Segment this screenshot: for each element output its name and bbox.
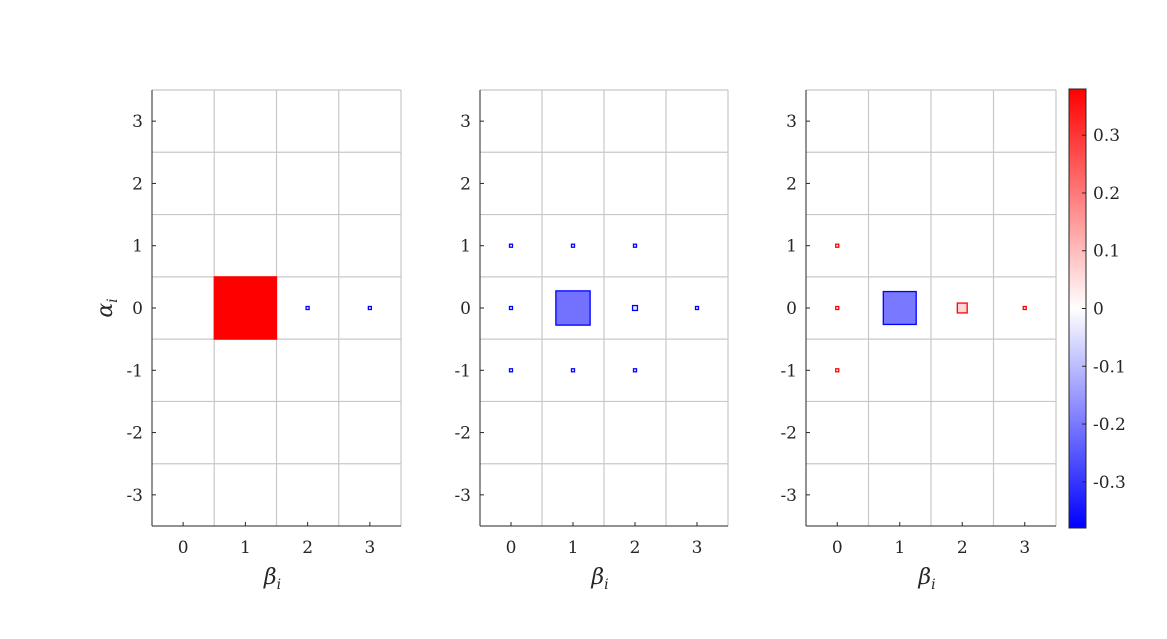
data-square — [570, 368, 576, 373]
y-tick-label: 2 — [786, 174, 797, 194]
grid-lines — [480, 90, 728, 526]
colorbar-tick-label: 0.2 — [1093, 184, 1120, 204]
y-tick-label: 3 — [460, 112, 471, 132]
y-tick-label: 0 — [460, 299, 471, 319]
panel-2: 0 1 2 3 3 2 1 0 -1 -2 -3 βi — [454, 89, 729, 593]
colorbar-tick-label: -0.2 — [1093, 415, 1126, 435]
y-tick-label: -1 — [454, 361, 471, 381]
y-axis-label: αi — [93, 298, 121, 317]
x-tick-label: 0 — [506, 538, 517, 558]
colorbar: 0.3 0.2 0.1 0 -0.1 -0.2 -0.3 — [1068, 88, 1126, 529]
x-tick-label: 1 — [240, 538, 251, 558]
grid-lines — [806, 90, 1056, 526]
colorbar-tick-label: 0 — [1093, 300, 1104, 320]
y-tick-label: -3 — [126, 486, 143, 506]
y-tick-label: 0 — [132, 299, 143, 319]
y-tick-label: -2 — [454, 424, 471, 444]
data-square — [632, 243, 638, 248]
x-tick-label: 0 — [178, 538, 189, 558]
data-square — [555, 290, 591, 326]
data-square — [213, 276, 278, 340]
x-tick-label: 3 — [364, 538, 375, 558]
y-tick-label: -3 — [454, 486, 471, 506]
data-square — [835, 305, 840, 311]
x-tick-label: 1 — [894, 538, 905, 558]
data-square — [631, 304, 639, 312]
y-tick-label: -2 — [126, 424, 143, 444]
data-square — [570, 243, 576, 248]
panels: 0 1 2 3 3 2 1 0 -1 -2 -3 βi αi 0 1 2 3 3 2 1 0 -1 -2 -3 βi 0 1 2 3 3 2… — [93, 89, 1057, 593]
panel-3: 0 1 2 3 3 2 1 0 -1 -2 -3 βi — [780, 89, 1057, 593]
y-tick-label: -1 — [780, 361, 797, 381]
y-tick-label: -3 — [780, 486, 797, 506]
y-tick-label: -1 — [126, 361, 143, 381]
x-tick-label: 0 — [832, 538, 843, 558]
data-square — [305, 305, 310, 311]
x-tick-label: 3 — [1019, 538, 1030, 558]
data-square — [882, 290, 917, 326]
x-tick-label: 1 — [568, 538, 579, 558]
data-square — [367, 305, 373, 311]
data-square — [508, 368, 514, 373]
data-square — [956, 302, 968, 314]
data-square — [1022, 305, 1027, 311]
panel-1: 0 1 2 3 3 2 1 0 -1 -2 -3 βi αi — [93, 89, 402, 593]
colorbar-tick-label: 0.3 — [1093, 126, 1120, 146]
data-square — [508, 243, 514, 248]
data-square — [632, 368, 638, 373]
x-axis-label: βi — [263, 565, 281, 593]
data-square — [508, 305, 514, 311]
colorbar-tick-label: -0.1 — [1093, 357, 1126, 377]
y-tick-label: 2 — [460, 174, 471, 194]
y-tick-label: 2 — [132, 174, 143, 194]
x-tick-label: 2 — [630, 538, 641, 558]
colorbar-tick-label: -0.3 — [1093, 473, 1126, 493]
y-tick-label: 1 — [460, 237, 471, 257]
x-axis-label: βi — [590, 565, 608, 593]
y-tick-label: -2 — [780, 424, 797, 444]
x-axis-label: βi — [917, 565, 935, 593]
y-tick-label: 3 — [132, 112, 143, 132]
x-tick-label: 2 — [957, 538, 968, 558]
colorbar-tick-label: 0.1 — [1093, 242, 1120, 262]
data-square — [694, 305, 700, 311]
x-tick-label: 3 — [692, 538, 703, 558]
y-tick-label: 0 — [786, 299, 797, 319]
y-tick-label: 1 — [786, 237, 797, 257]
data-square — [835, 243, 840, 248]
y-tick-label: 3 — [786, 112, 797, 132]
data-square — [835, 368, 840, 373]
x-tick-label: 2 — [302, 538, 313, 558]
y-tick-label: 1 — [132, 237, 143, 257]
